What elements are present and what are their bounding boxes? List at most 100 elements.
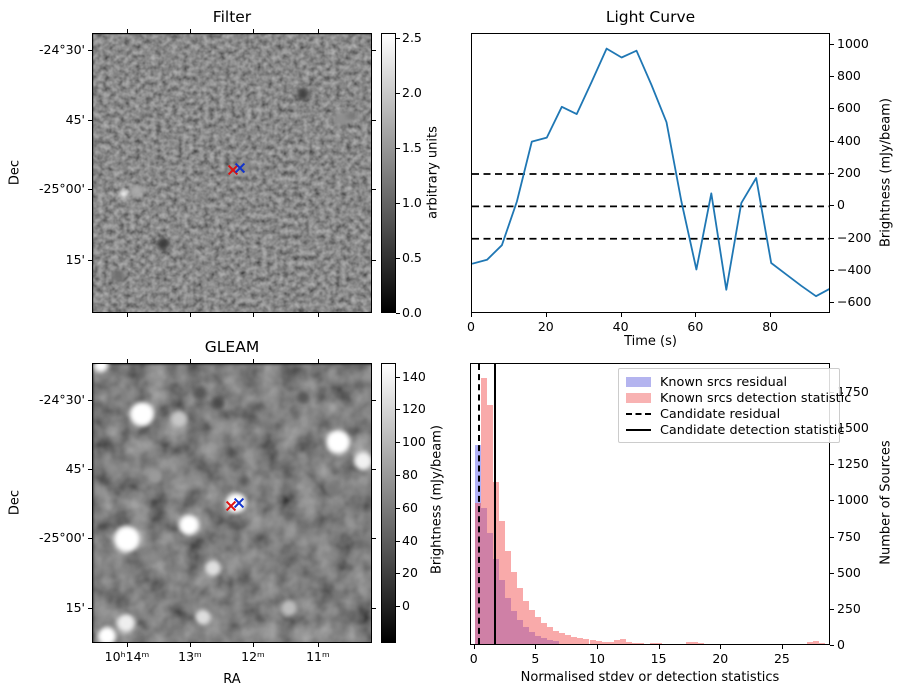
histogram-y-tick-label: 0 bbox=[837, 637, 845, 652]
light-curve-y-tick-label: 1000 bbox=[837, 35, 869, 51]
residual-hist-bar bbox=[480, 508, 487, 644]
detection-hist-bar bbox=[813, 641, 819, 644]
detection-hist-bar bbox=[553, 630, 560, 644]
gleam-y-tick bbox=[372, 399, 376, 401]
light-curve-x-tick-label: 40 bbox=[612, 319, 629, 334]
filter-colorbar-tick bbox=[396, 38, 400, 39]
filter-x-tick bbox=[127, 313, 128, 317]
gleam-dec-tick-label: -25°00' bbox=[38, 530, 85, 545]
detection-hist-bar bbox=[498, 521, 505, 644]
detection-hist-bar bbox=[686, 642, 693, 644]
pink-patch-icon bbox=[626, 393, 651, 403]
filter-dec-tick-label: -25°00' bbox=[38, 180, 85, 196]
histogram-x-tick bbox=[596, 645, 598, 649]
gleam-dec-tick-label: 15' bbox=[65, 600, 85, 615]
detection-hist-bar bbox=[517, 587, 523, 644]
gleam-colorbar-tick bbox=[396, 540, 400, 542]
light-curve-y-tick bbox=[830, 173, 834, 174]
filter-y-tick bbox=[372, 120, 376, 122]
source-blob bbox=[94, 364, 108, 372]
gleam-y-tick bbox=[88, 538, 92, 539]
histogram-y-tick bbox=[830, 572, 834, 574]
source-blob bbox=[131, 185, 143, 197]
residual-hist-bar bbox=[492, 558, 499, 644]
source-blob bbox=[179, 515, 199, 535]
gleam-ra-tick-label: 10ʰ14ᵐ bbox=[104, 649, 150, 664]
residual-hist-bar bbox=[510, 610, 517, 644]
source-blob bbox=[130, 402, 154, 426]
source-blob bbox=[354, 452, 371, 470]
gleam-dec-tick-label: 45' bbox=[65, 461, 85, 477]
detection-hist-bar bbox=[583, 639, 590, 644]
filter-y-tick bbox=[372, 50, 376, 52]
light-curve-y-tick bbox=[830, 237, 834, 239]
residual-hist-bar bbox=[529, 631, 536, 644]
gleam-colorbar-tick bbox=[396, 573, 400, 575]
gleam-colorbar bbox=[381, 363, 396, 643]
detection-hist-bar bbox=[607, 642, 614, 644]
residual-hist-bar bbox=[498, 580, 505, 644]
legend-label: Candidate detection statistic bbox=[660, 422, 845, 438]
light-curve-x-tick bbox=[545, 313, 547, 317]
candidate-marker-red-x-icon bbox=[225, 500, 237, 512]
source-blob bbox=[117, 614, 135, 632]
light-curve-y-tick bbox=[830, 108, 834, 110]
gleam-x-tick bbox=[317, 643, 319, 647]
source-blob bbox=[212, 397, 224, 409]
detection-hist-bar bbox=[595, 641, 602, 644]
gleam-ra-axis-label: RA bbox=[223, 672, 241, 687]
detection-hist-bar bbox=[807, 642, 813, 644]
light-curve-x-tick-label: 20 bbox=[537, 319, 554, 334]
filter-x-tick bbox=[317, 313, 319, 317]
source-blob bbox=[112, 270, 124, 282]
gleam-y-tick bbox=[372, 469, 376, 471]
light-curve-y-tick bbox=[830, 75, 834, 77]
detection-hist-bar bbox=[819, 642, 825, 644]
legend-label: Known srcs residual bbox=[660, 374, 788, 390]
gleam-colorbar-tick-label: 60 bbox=[402, 499, 418, 515]
histogram-x-tick-label: 0 bbox=[469, 651, 478, 666]
filter-dec-tick-label: -24°30' bbox=[38, 42, 85, 58]
source-blob bbox=[297, 88, 309, 100]
detection-hist-bar bbox=[619, 639, 626, 644]
source-blob bbox=[242, 160, 252, 170]
brightness-series-line bbox=[472, 47, 829, 298]
detection-hist-bar bbox=[504, 551, 511, 644]
light-curve-y-tick bbox=[830, 302, 834, 304]
residual-hist-bar bbox=[523, 626, 529, 644]
detection-hist-bar bbox=[492, 481, 499, 644]
gleam-colorbar-tick-label: 120 bbox=[402, 401, 426, 417]
gleam-colorbar-tick bbox=[396, 475, 400, 476]
gleam-colorbar-tick bbox=[396, 409, 400, 411]
histogram-y-tick-label: 250 bbox=[837, 600, 861, 616]
detection-hist-bar bbox=[571, 637, 578, 644]
gleam-x-tick bbox=[190, 643, 191, 647]
gleam-colorbar-tick bbox=[396, 442, 400, 444]
filter-colorbar bbox=[381, 33, 396, 313]
legend-row-known-residual: Known srcs residual bbox=[626, 374, 831, 390]
gleam-sky-image bbox=[93, 364, 371, 642]
gleam-colorbar-tick-label: 100 bbox=[402, 434, 426, 450]
light-curve-y-tick-label: 400 bbox=[837, 132, 861, 148]
light-curve-x-axis-label: Time (s) bbox=[624, 334, 677, 349]
source-blob bbox=[120, 190, 128, 198]
histogram-y-tick bbox=[830, 464, 834, 466]
detection-hist-bar bbox=[547, 627, 554, 644]
histogram-y-tick-label: 1250 bbox=[837, 456, 869, 472]
histogram-y-tick bbox=[830, 645, 834, 646]
light-curve-y-tick bbox=[830, 140, 834, 142]
histogram-y-tick bbox=[830, 608, 834, 610]
legend-row-candidate-detection: Candidate detection statistic bbox=[626, 422, 844, 438]
histogram-y-tick-label: 750 bbox=[837, 528, 861, 544]
gleam-ra-tick-label: 13ᵐ bbox=[178, 649, 202, 664]
blue-patch-icon bbox=[626, 377, 651, 387]
detection-hist-bar bbox=[589, 640, 596, 644]
light-curve-title: Light Curve bbox=[605, 8, 696, 26]
light-curve-y-tick bbox=[830, 270, 834, 272]
histogram-y-axis-label: Number of Sources bbox=[878, 440, 894, 565]
source-blob bbox=[281, 600, 297, 616]
legend-label: Known srcs detection statistic bbox=[660, 390, 852, 406]
legend-row-known-detection: Known srcs detection statistic bbox=[626, 390, 851, 406]
source-blob bbox=[147, 468, 163, 484]
filter-y-tick bbox=[88, 50, 92, 52]
